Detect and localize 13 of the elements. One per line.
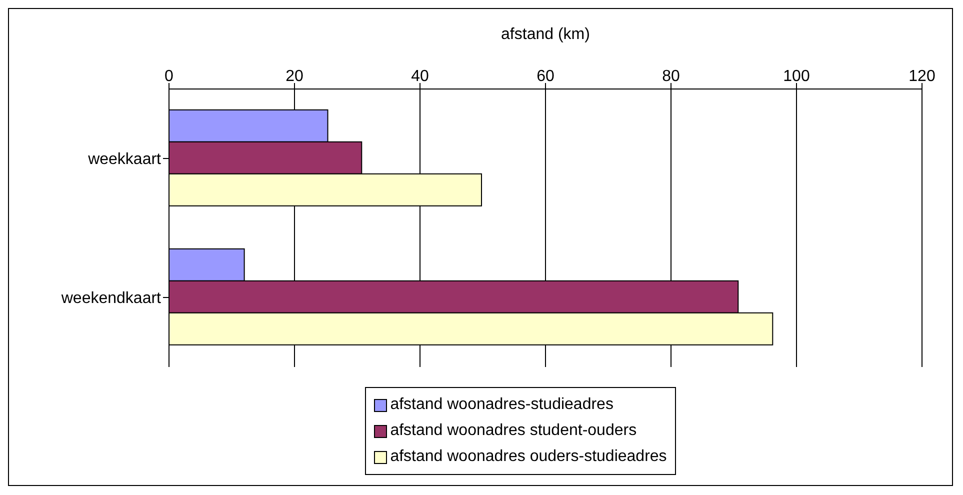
legend-label: afstand woonadres ouders-studieadres [390, 447, 667, 467]
x-tick-label: 80 [662, 68, 680, 85]
y-tick-label: weekendkaart [60, 290, 162, 308]
x-tick-label: 100 [783, 68, 810, 85]
x-tick-label: 120 [908, 68, 936, 85]
x-tick-label: 40 [411, 68, 429, 85]
x-tick-label: 0 [164, 68, 174, 85]
x-tick-label: 60 [536, 68, 554, 85]
legend-label: afstand woonadres-studieadres [390, 395, 614, 415]
x-tick-label: 20 [286, 68, 304, 85]
legend-label: afstand woonadres student-ouders [390, 421, 637, 441]
x-axis-title: afstand (km) [501, 26, 590, 43]
y-tick-label: weekkaart [87, 151, 162, 168]
